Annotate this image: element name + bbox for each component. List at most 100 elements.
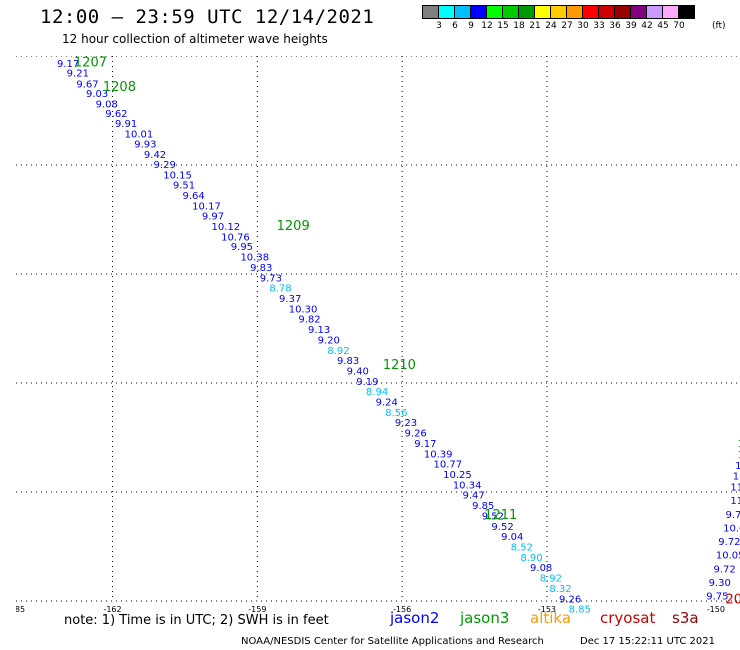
time-label: 1210 [383,358,416,373]
swh-value: 9.21 [67,68,89,79]
time-label: 1208 [103,80,136,95]
swh-value: 8.92 [540,574,562,585]
colorbar-label: 24 [545,21,557,31]
swh-value: 8.78 [269,284,291,295]
generation-timestamp: Dec 17 15:22:11 UTC 2021 [580,636,715,647]
swh-value: 9.13 [308,325,330,336]
colorbar-swatch [422,5,439,19]
colorbar-swatch [646,5,663,19]
swh-value: 10.15 [163,170,192,181]
time-label: 20 [726,592,740,607]
swh-value: 9.17 [414,439,436,450]
colorbar-label: 21 [529,21,541,31]
colorbar-label: 33 [593,21,605,31]
swh-value: 10.01 [125,129,154,140]
swh-value: 11. [735,461,740,472]
colorbar-label: 30 [577,21,589,31]
colorbar-swatch [470,5,487,19]
colorbar-label: 9 [468,21,474,31]
swh-value: 12 [738,450,740,461]
colorbar-label: 36 [609,21,621,31]
swh-value: 9.17 [57,59,79,70]
colorbar-label: 70 [673,21,685,31]
swh-value: 9.26 [405,429,427,440]
swh-value: 9.40 [347,366,369,377]
swh-value: 9.26 [559,594,581,605]
lon-tick-label: -159 [248,605,266,614]
colorbar-swatch [662,5,679,19]
swh-value: 9.75 [706,592,728,603]
swh-value: 9.52 [482,511,504,522]
swh-value: 9.83 [337,356,359,367]
satellite-legend-jason2: jason2 [390,609,440,627]
swh-value: 10.63 [723,523,740,534]
colorbar-swatch [454,5,471,19]
swh-value: 10.34 [453,480,482,491]
colorbar-label: 42 [641,21,653,31]
swh-value: 10.77 [434,460,463,471]
swh-value: 11.7 [730,483,740,494]
time-label: 1211 [484,508,517,523]
swh-value: 10.17 [192,201,221,212]
swh-value: 9.72 [718,537,740,548]
satellite-legend-altika: altika [530,609,572,627]
lon-tick-label: -153 [538,605,556,614]
swh-value: 9.03 [86,89,108,100]
colorbar-swatch [502,5,519,19]
swh-value: 10.12 [211,222,240,233]
lon-tick-label: -150 [707,605,725,614]
colorbar-swatch [518,5,535,19]
colorbar-label: 12 [481,21,493,31]
swh-value: 9.95 [231,242,253,253]
time-label: 1209 [277,219,310,234]
swh-value: 8.85 [569,605,591,616]
swh-value: 9.42 [144,150,166,161]
swh-value: 9.24 [376,398,398,409]
colorbar-swatch [534,5,551,19]
swh-value: 10.05 [716,551,740,562]
colorbar-label: 45 [657,21,669,31]
swh-value: 9.52 [491,522,513,533]
colorbar-label: 6 [452,21,458,31]
swh-value: 9.37 [279,294,301,305]
credit-line: NOAA/NESDIS Center for Satellite Applica… [241,636,544,647]
swh-value: 9.51 [173,181,195,192]
swh-value: 9.04 [501,532,523,543]
colorbar-label: 15 [497,21,509,31]
swh-value: 9.72 [726,510,740,521]
satellite-legend-jason3: jason3 [460,609,510,627]
swh-value: 9.97 [202,212,224,223]
colorbar-swatch [678,5,695,19]
lon-tick-label: -185 [16,605,25,614]
colorbar-label: 39 [625,21,637,31]
swh-value: 9.85 [472,501,494,512]
satellite-legend-s3a: s3a [672,609,699,627]
swh-value: 9.93 [134,140,156,151]
colorbar-swatch [614,5,631,19]
swh-value: 9.08 [96,99,118,110]
colorbar-swatch [630,5,647,19]
swh-value: 8.46 [578,615,600,616]
map-plot: 504846444240-185-162-159-156-153-1509.17… [16,56,740,616]
swh-value: 8.32 [549,584,571,595]
swh-value: 9.82 [298,315,320,326]
swh-value: 9.73 [260,273,282,284]
swh-value: 10.30 [289,304,318,315]
colorbar-swatch [582,5,599,19]
swh-value: 9.19 [356,377,378,388]
swh-value: 11.09 [730,496,740,507]
footnote: note: 1) Time is in UTC; 2) SWH is in fe… [64,613,329,628]
swh-value: 11.7 [733,472,740,483]
colorbar-label: 27 [561,21,573,31]
colorbar-swatch [566,5,583,19]
swh-value: 9.08 [530,563,552,574]
colorbar-label: 18 [513,21,525,31]
time-label: 1207 [74,56,107,70]
colorbar-swatch [486,5,503,19]
colorbar-label: 3 [436,21,442,31]
swh-value: 9.29 [154,160,176,171]
swh-value: 9.67 [76,79,98,90]
satellite-legend-cryosat: cryosat [600,609,656,627]
page-subtitle: 12 hour collection of altimeter wave hei… [62,32,328,46]
swh-value: 9.23 [395,418,417,429]
